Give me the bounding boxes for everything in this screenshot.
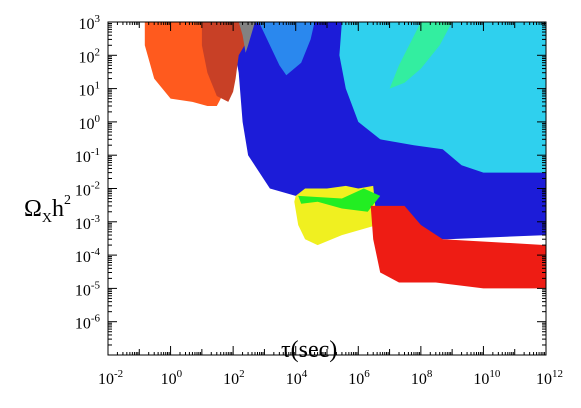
y-tick-label: 100 — [79, 113, 101, 133]
x-tick-label: 106 — [348, 368, 370, 388]
x-tick-label-exp: 0 — [177, 368, 183, 380]
y-tick-label-exp: -5 — [91, 279, 101, 291]
y-tick-label-exp: 3 — [95, 13, 101, 25]
region-6 — [370, 205, 546, 289]
x-tick-label: 1012 — [536, 368, 563, 388]
region-8 — [201, 22, 255, 102]
y-axis-label-sub: X — [42, 211, 52, 226]
y-tick-label: 101 — [79, 80, 101, 100]
x-tick-label: 1010 — [473, 368, 501, 388]
y-axis-label: ΩXh2 — [24, 193, 71, 226]
x-tick-label-exp: 12 — [552, 368, 563, 380]
x-tick-label: 108 — [411, 368, 433, 388]
x-tick-label: 10-2 — [98, 368, 123, 388]
y-tick-label-exp: -2 — [91, 180, 100, 192]
y-tick-label: 10-5 — [75, 279, 101, 299]
y-tick-label-base: 10 — [79, 116, 95, 133]
x-tick-label: 100 — [161, 368, 183, 388]
y-tick-label-exp: 2 — [95, 46, 101, 58]
y-tick-label: 10-6 — [75, 313, 101, 333]
x-tick-label-base: 10 — [223, 371, 239, 388]
data-regions — [144, 22, 546, 289]
y-tick-label: 10-3 — [75, 213, 101, 233]
x-tick-label: 102 — [223, 368, 245, 388]
y-tick-label-exp: -4 — [91, 246, 101, 258]
x-tick-label: 104 — [286, 368, 308, 388]
y-tick-label: 102 — [79, 46, 101, 66]
y-tick-label: 10-2 — [75, 180, 100, 200]
y-tick-label-base: 10 — [75, 216, 91, 233]
y-axis-label-main: Ω — [24, 196, 42, 222]
y-tick-label: 103 — [79, 13, 101, 33]
y-tick-label: 10-4 — [75, 246, 101, 266]
y-tick-label-base: 10 — [75, 282, 91, 299]
x-tick-label-exp: -2 — [114, 368, 123, 380]
region-1 — [248, 22, 315, 76]
x-tick-label-exp: 10 — [489, 368, 501, 380]
axis-ticks — [107, 21, 547, 356]
y-tick-label-base: 10 — [75, 316, 91, 333]
x-tick-label-exp: 6 — [364, 368, 370, 380]
y-tick-label-exp: -6 — [91, 313, 101, 325]
x-tick-label-exp: 8 — [427, 368, 433, 380]
x-tick-label-base: 10 — [536, 371, 552, 388]
y-tick-label-base: 10 — [75, 183, 91, 200]
y-axis-label-sup: 2 — [64, 193, 71, 208]
x-tick-label-base: 10 — [161, 371, 177, 388]
region-9 — [238, 22, 255, 53]
x-tick-label-base: 10 — [473, 371, 489, 388]
y-tick-label-exp: 1 — [95, 80, 101, 92]
y-tick-label-base: 10 — [79, 49, 95, 66]
y-tick-label-base: 10 — [79, 16, 95, 33]
x-tick-label-base: 10 — [286, 371, 302, 388]
x-tick-label-base: 10 — [411, 371, 427, 388]
region-2 — [339, 22, 546, 173]
y-tick-label-exp: -1 — [91, 146, 100, 158]
x-tick-label-exp: 4 — [302, 368, 308, 380]
y-tick-label-base: 10 — [75, 149, 91, 166]
x-tick-label-exp: 2 — [239, 368, 245, 380]
region-5 — [298, 188, 381, 212]
region-3 — [389, 22, 453, 89]
y-tick-label-base: 10 — [79, 83, 95, 100]
x-tick-label-base: 10 — [348, 371, 364, 388]
y-tick-label-exp: 0 — [95, 113, 101, 125]
x-tick-labels: 10-2 100 102 104 106 108 1010 1012 — [98, 368, 563, 388]
x-tick-label-base: 10 — [98, 371, 114, 388]
x-axis-label: τ(sec) — [281, 337, 337, 363]
y-tick-label: 10-1 — [75, 146, 100, 166]
y-axis-label-h: h — [52, 196, 64, 222]
y-tick-label-exp: -3 — [91, 213, 101, 225]
y-tick-label-base: 10 — [75, 249, 91, 266]
